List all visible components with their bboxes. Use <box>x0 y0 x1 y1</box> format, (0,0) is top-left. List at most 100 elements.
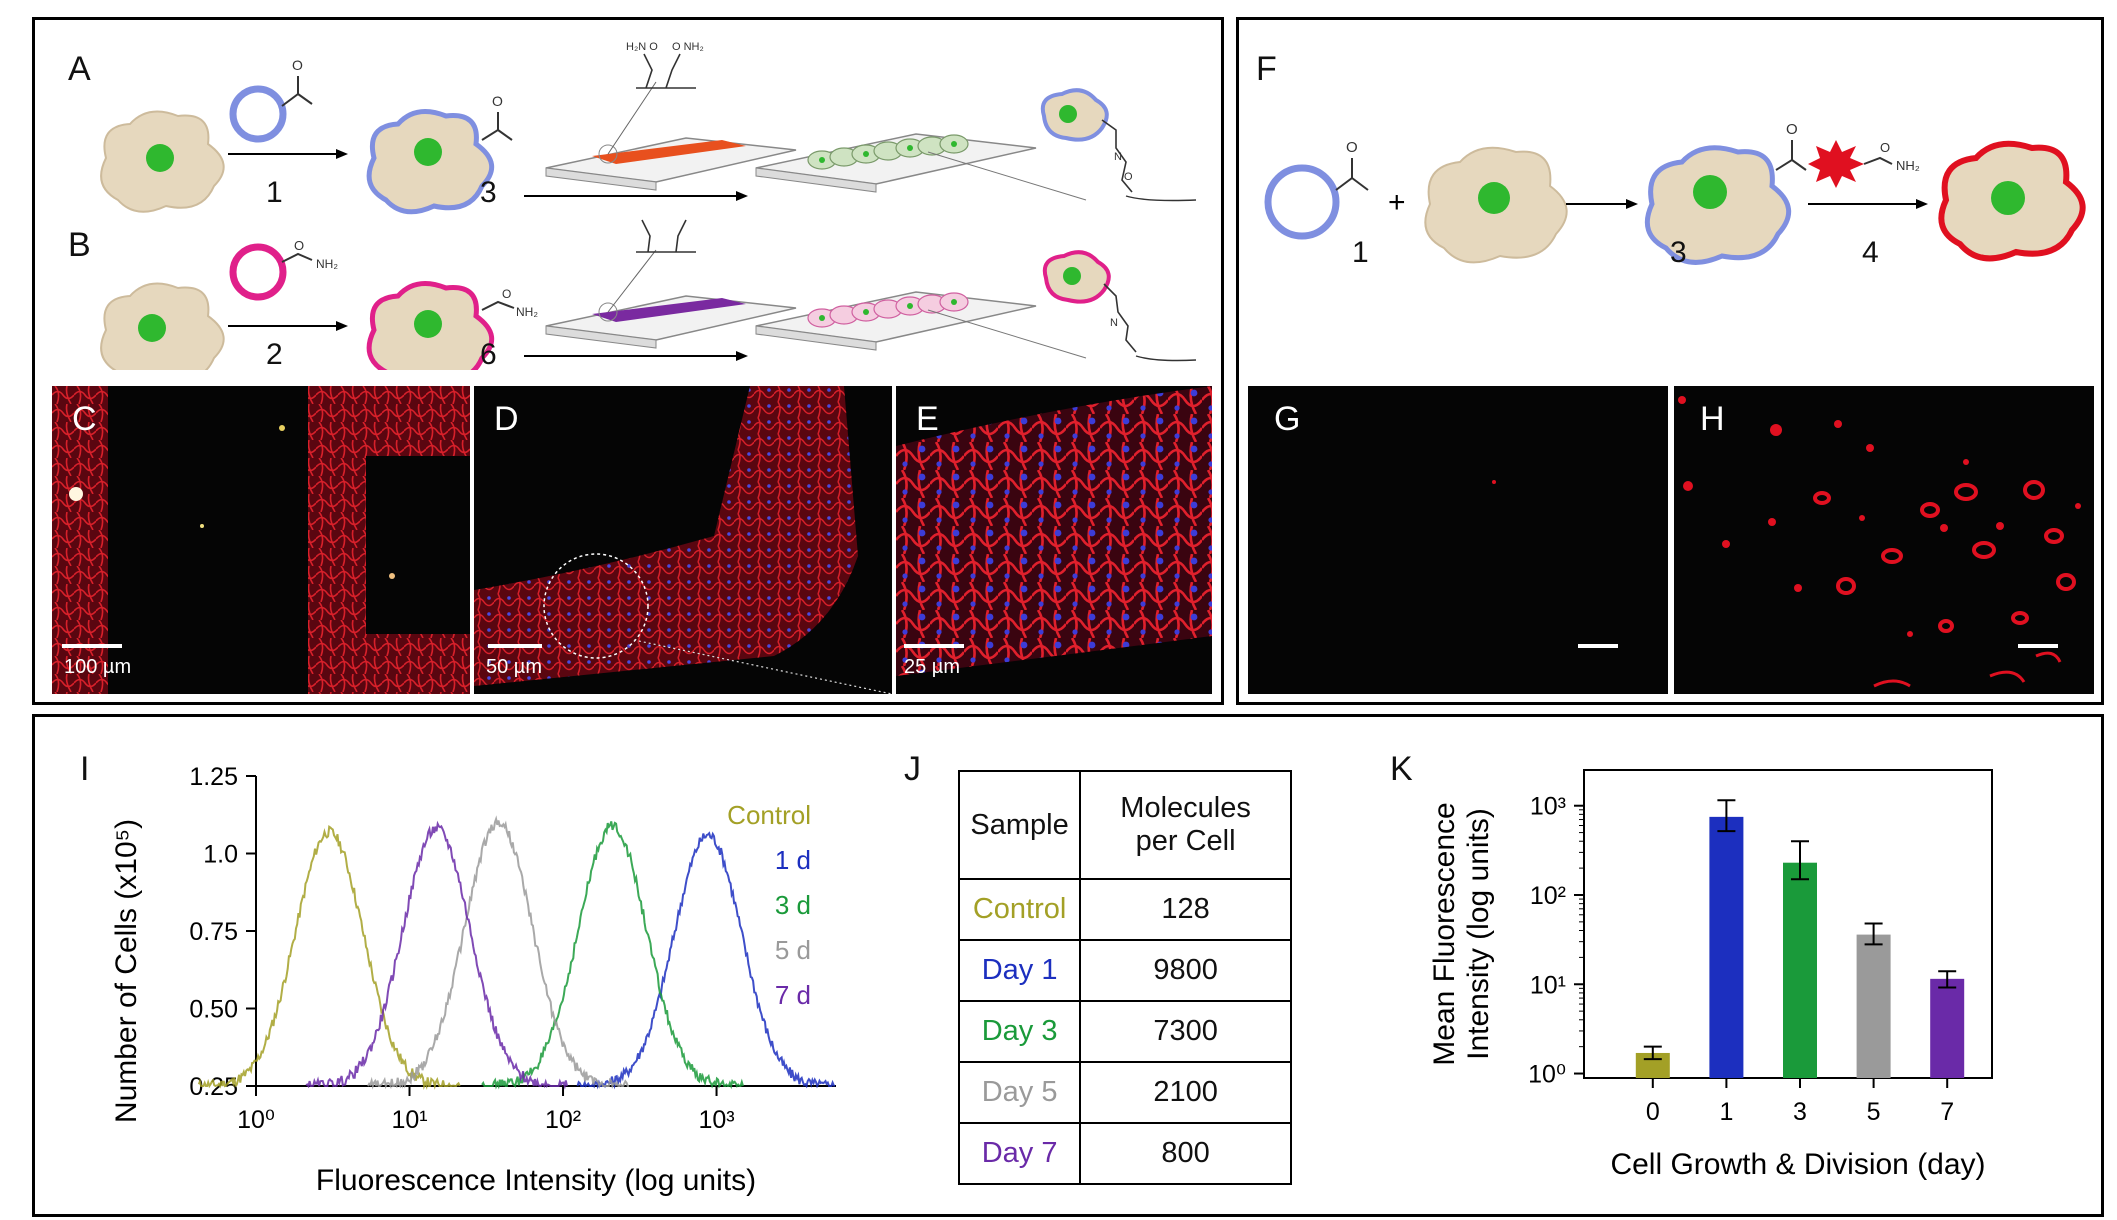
micrograph-e <box>896 386 1212 694</box>
molecules-cell: 2100 <box>1079 1061 1292 1124</box>
scale-bar-g <box>1578 644 1618 648</box>
x-tick-label: 3 <box>1793 1098 1807 1126</box>
y-tick-label: 1.25 <box>189 763 238 791</box>
svg-text:O: O <box>294 238 304 253</box>
table-header-cell: Molecules per Cell <box>1079 770 1292 880</box>
molecules-cell: 800 <box>1079 1122 1292 1185</box>
sample-cell: Day 5 <box>957 1061 1082 1124</box>
x-tick-label: 10³ <box>698 1106 734 1134</box>
y-tick-label: 10¹ <box>1530 971 1566 999</box>
series-line-2 <box>481 821 744 1090</box>
y-tick-label: 10³ <box>1530 793 1566 821</box>
legend-entry: Control <box>727 800 811 830</box>
svg-text:H₂N O: H₂N O <box>626 41 658 53</box>
scale-bar-c <box>62 644 122 648</box>
svg-text:O NH₂: O NH₂ <box>672 41 704 53</box>
x-tick-label: 10² <box>545 1106 581 1134</box>
series-line-3 <box>367 815 629 1090</box>
panel-label-g: G <box>1274 400 1301 438</box>
y-axis-title: Number of Cells (x10⁵) <box>110 819 143 1123</box>
compound-3-label: 3 <box>480 176 497 209</box>
x-tick-label: 7 <box>1940 1098 1954 1126</box>
compound-2-label: 2 <box>266 338 283 371</box>
svg-text:NH₂: NH₂ <box>516 305 538 319</box>
table-row: Day 3 7300 <box>957 1000 1292 1063</box>
table-header-text: Molecules <box>1120 792 1251 824</box>
y-tick-label: 0.75 <box>189 918 238 946</box>
liposome-oxyamine <box>229 243 287 301</box>
x-tick-label: 10¹ <box>391 1106 427 1134</box>
scheme-f: O + O O NH₂ <box>1264 121 2086 265</box>
micrograph-d <box>474 386 892 694</box>
bar-3 <box>1783 862 1817 1078</box>
table-j: Sample Molecules per Cell Control 128 Day 1 98… <box>957 770 1292 1185</box>
bar-5 <box>1856 934 1891 1078</box>
panel-label-c: C <box>72 400 97 438</box>
svg-text:O: O <box>1786 121 1798 138</box>
svg-text:O: O <box>1880 140 1890 155</box>
svg-text:O: O <box>1346 139 1358 156</box>
panel-label-j: J <box>904 750 921 788</box>
chart-k-bar: 10⁰ 10¹ 10² 10³ 0 1 3 5 7 Cell Growth & Division … <box>1428 769 1993 1181</box>
plus-sign: + <box>1388 186 1406 219</box>
molecules-cell: 128 <box>1079 878 1292 941</box>
y-tick-label: 1.0 <box>203 841 238 869</box>
bar-7 <box>1930 978 1965 1078</box>
svg-text:O: O <box>1124 171 1133 183</box>
svg-text:NH₂: NH₂ <box>316 257 338 271</box>
bar-1 <box>1709 816 1744 1078</box>
scheme-a: O O H₂N O O NH₂ N O O NH₂ O NH₂ <box>100 41 1197 370</box>
series-line-4 <box>305 820 568 1090</box>
legend-entry: 1 d <box>775 845 811 875</box>
x-axis-title: Fluorescence Intensity (log units) <box>316 1164 756 1197</box>
compound-4-f-label: 4 <box>1862 236 1879 269</box>
sample-cell: Day 1 <box>957 939 1082 1002</box>
x-tick-label: 10⁰ <box>237 1106 275 1134</box>
compound-3-f-label: 3 <box>1670 236 1687 269</box>
panel-label-f: F <box>1256 50 1277 88</box>
y-axis-title-line: Intensity (log units) <box>1462 808 1495 1060</box>
table-header-row: Sample Molecules per Cell <box>957 770 1292 880</box>
compound-6-label: 6 <box>480 338 497 371</box>
svg-text:N: N <box>1110 317 1118 329</box>
x-tick-label: 5 <box>1867 1098 1881 1126</box>
y-tick-label: 10² <box>1530 882 1566 910</box>
micrograph-g <box>1248 386 1668 694</box>
scale-bar-h <box>2018 644 2058 648</box>
liposome-ketone-f <box>1264 164 1340 240</box>
panel-label-i: I <box>80 750 90 788</box>
molecules-cell: 7300 <box>1079 1000 1292 1063</box>
svg-text:O: O <box>292 57 303 73</box>
x-tick-label: 1 <box>1719 1098 1733 1126</box>
svg-text:O: O <box>492 93 503 109</box>
table-row: Control 128 <box>957 878 1292 941</box>
chart-i-histogram: 0.25 0.50 0.75 1.0 1.25 10⁰ 10¹ 10² 10³ Fluoresce… <box>110 763 836 1197</box>
fluorophore-icon <box>1808 140 1864 188</box>
scale-label-c: 100 µm <box>64 656 132 678</box>
legend-entry: 5 d <box>775 935 811 965</box>
table-row: Day 1 9800 <box>957 939 1292 1002</box>
scale-label-e: 25 µm <box>904 656 960 678</box>
sample-cell: Day 7 <box>957 1122 1082 1185</box>
svg-text:N: N <box>1114 151 1122 163</box>
compound-1-label: 1 <box>266 176 283 209</box>
table-header-cell: Sample <box>957 770 1082 880</box>
compound-1-f-label: 1 <box>1352 236 1369 269</box>
micrograph-h <box>1674 386 2094 694</box>
panel-label-e: E <box>916 400 939 438</box>
panel-label-d: D <box>494 400 519 438</box>
panel-label-b: B <box>68 226 91 264</box>
svg-text:NH₂: NH₂ <box>1896 158 1920 173</box>
y-axis-title-line: Mean Fluorescence <box>1428 802 1461 1065</box>
panel-label-k: K <box>1390 750 1413 788</box>
y-tick-label: 0.25 <box>189 1073 238 1101</box>
scale-bar-e <box>904 644 964 648</box>
table-row: Day 5 2100 <box>957 1061 1292 1124</box>
series-line-0 <box>197 824 461 1090</box>
scale-bar-d <box>488 644 542 648</box>
panel-label-h: H <box>1700 400 1725 438</box>
table-header-text: Sample <box>970 808 1069 841</box>
sample-cell: Day 3 <box>957 1000 1082 1063</box>
svg-text:O: O <box>502 287 511 301</box>
x-axis-title: Cell Growth & Division (day) <box>1610 1148 1985 1181</box>
